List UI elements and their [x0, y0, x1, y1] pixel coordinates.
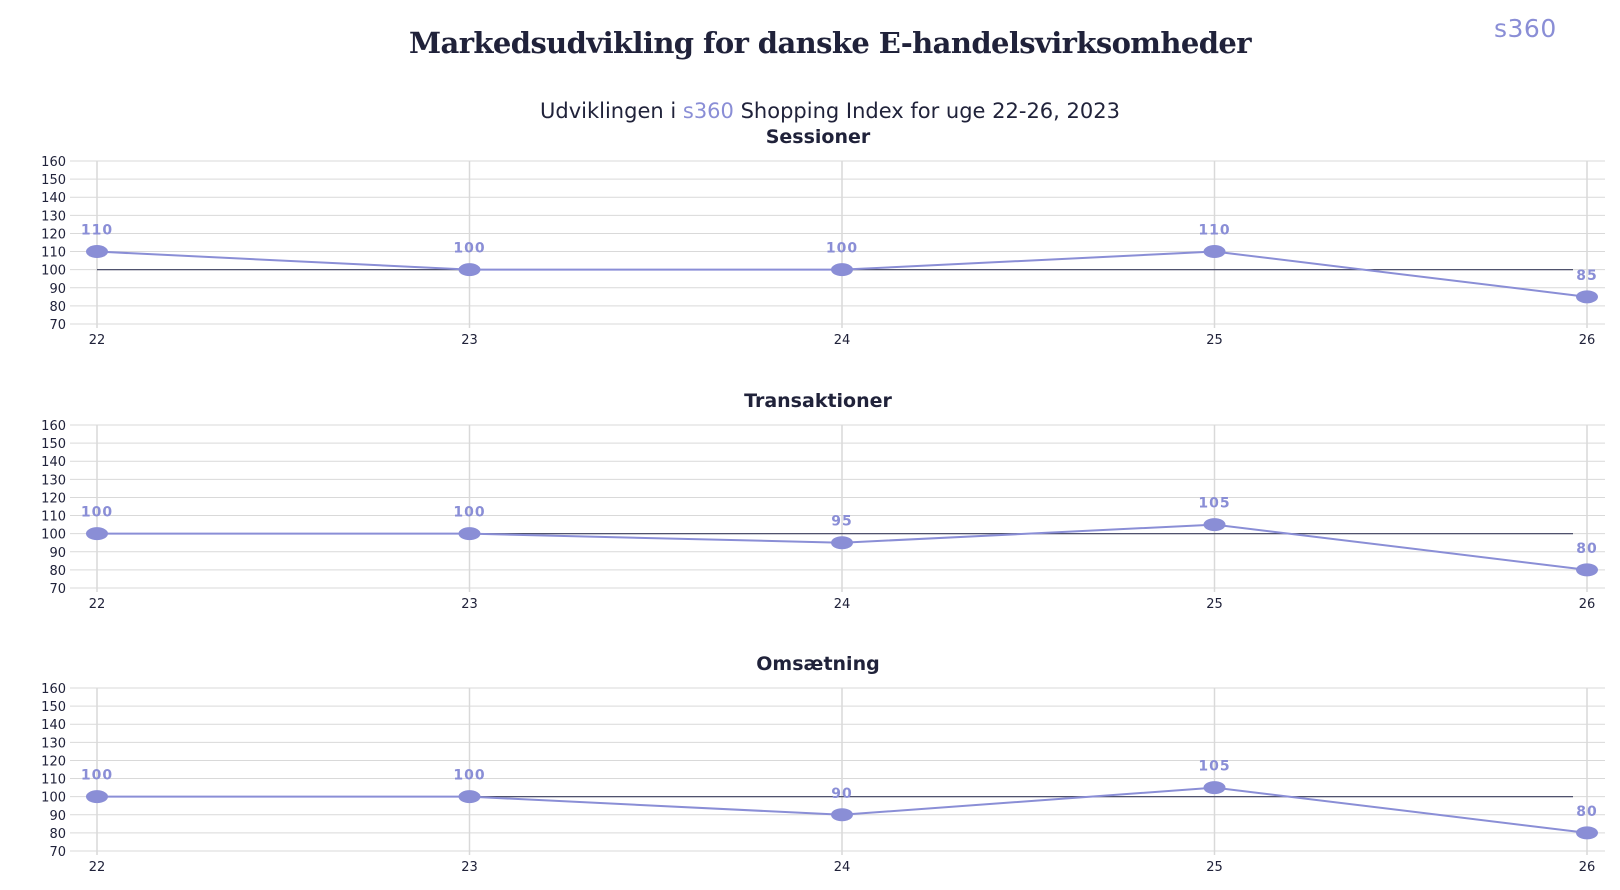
data-label: 85: [1576, 268, 1597, 284]
x-tick-label: 25: [1206, 597, 1223, 612]
data-point: [458, 527, 481, 541]
chart-panel-1: Sessioner 70 80 90 100 110 120 130 140 150 160 22 23…: [41, 126, 1605, 348]
data-label: 110: [1198, 223, 1230, 239]
x-tick-label: 25: [1206, 860, 1223, 875]
chart-panel-2: Transaktioner 70 80 90 100 110 120 130 140 150 160…: [41, 390, 1605, 612]
data-point: [458, 263, 481, 277]
y-tick-label: 120: [41, 491, 66, 506]
y-tick-label: 100: [41, 791, 66, 806]
chart-panel-3: Omsætning 70 80 90 100 110 120 130 140 150 160 22 23…: [41, 653, 1605, 875]
data-label: 100: [453, 768, 485, 784]
data-label: 80: [1576, 541, 1597, 557]
data-label: 105: [1198, 759, 1230, 775]
x-tick-label: 26: [1579, 860, 1596, 875]
x-tick-label: 26: [1579, 333, 1596, 348]
subtitle-brand: s360: [682, 99, 734, 123]
y-tick-label: 70: [49, 318, 66, 333]
data-point: [831, 536, 853, 550]
y-tick-label: 160: [41, 155, 66, 170]
x-tick-label: 23: [461, 333, 478, 348]
y-tick-label: 120: [41, 227, 66, 242]
x-tick-label: 24: [834, 860, 851, 875]
y-tick-label: 100: [41, 528, 66, 543]
data-label: 110: [81, 223, 113, 239]
y-tick-label: 150: [41, 700, 66, 715]
y-tick-label: 150: [41, 173, 66, 188]
y-tick-label: 130: [41, 736, 66, 751]
data-label: 95: [831, 514, 852, 530]
y-tick-label: 80: [49, 300, 66, 315]
y-tick-label: 120: [41, 754, 66, 769]
y-tick-label: 130: [41, 473, 66, 488]
y-tick-label: 160: [41, 682, 66, 697]
data-point: [1203, 518, 1226, 532]
y-tick-label: 130: [41, 209, 66, 224]
page-subtitle: Udviklingen i s360 Shopping Index for ug…: [0, 99, 1620, 123]
data-point: [1203, 245, 1226, 259]
y-tick-label: 80: [49, 564, 66, 579]
y-tick-label: 90: [49, 546, 66, 561]
data-point: [1576, 826, 1598, 840]
data-label: 100: [453, 505, 485, 521]
data-point: [831, 808, 853, 822]
page-title: Markedsudvikling for danske E-handelsvir…: [409, 26, 1251, 60]
x-tick-label: 22: [89, 333, 106, 348]
subtitle-suffix: Shopping Index for uge 22-26, 2023: [733, 99, 1120, 123]
subtitle-prefix: Udviklingen i: [540, 99, 683, 123]
data-point: [831, 263, 853, 277]
y-tick-label: 100: [41, 264, 66, 279]
x-tick-label: 22: [89, 860, 106, 875]
x-tick-label: 24: [834, 333, 851, 348]
y-tick-label: 160: [41, 419, 66, 434]
chart-title: Transaktioner: [744, 390, 892, 412]
x-tick-label: 23: [461, 860, 478, 875]
y-tick-label: 70: [49, 845, 66, 860]
data-label: 80: [1576, 804, 1597, 820]
x-tick-label: 24: [834, 597, 851, 612]
y-tick-label: 150: [41, 437, 66, 452]
y-tick-label: 110: [41, 773, 66, 788]
data-point: [1576, 290, 1598, 304]
data-point: [1576, 563, 1598, 577]
y-tick-label: 140: [41, 455, 66, 470]
data-label: 90: [831, 786, 852, 802]
s360-logo: s360: [1494, 14, 1557, 43]
x-tick-label: 25: [1206, 333, 1223, 348]
y-tick-label: 110: [41, 510, 66, 525]
chart-title: Omsætning: [756, 653, 879, 675]
data-label: 100: [81, 505, 113, 521]
data-label: 100: [453, 241, 485, 257]
x-tick-label: 23: [461, 597, 478, 612]
data-label: 105: [1198, 496, 1230, 512]
y-tick-label: 110: [41, 246, 66, 261]
data-label: 100: [81, 768, 113, 784]
y-tick-label: 140: [41, 718, 66, 733]
y-tick-label: 70: [49, 582, 66, 597]
y-tick-label: 140: [41, 191, 66, 206]
x-tick-label: 22: [89, 597, 106, 612]
y-tick-label: 80: [49, 827, 66, 842]
chart-title: Sessioner: [766, 126, 871, 148]
x-tick-label: 26: [1579, 597, 1596, 612]
data-point: [1203, 781, 1226, 795]
data-point: [86, 245, 108, 259]
data-label: 100: [826, 241, 858, 257]
data-point: [458, 790, 481, 804]
y-tick-label: 90: [49, 282, 66, 297]
y-tick-label: 90: [49, 809, 66, 824]
data-point: [86, 527, 108, 541]
data-point: [86, 790, 108, 804]
